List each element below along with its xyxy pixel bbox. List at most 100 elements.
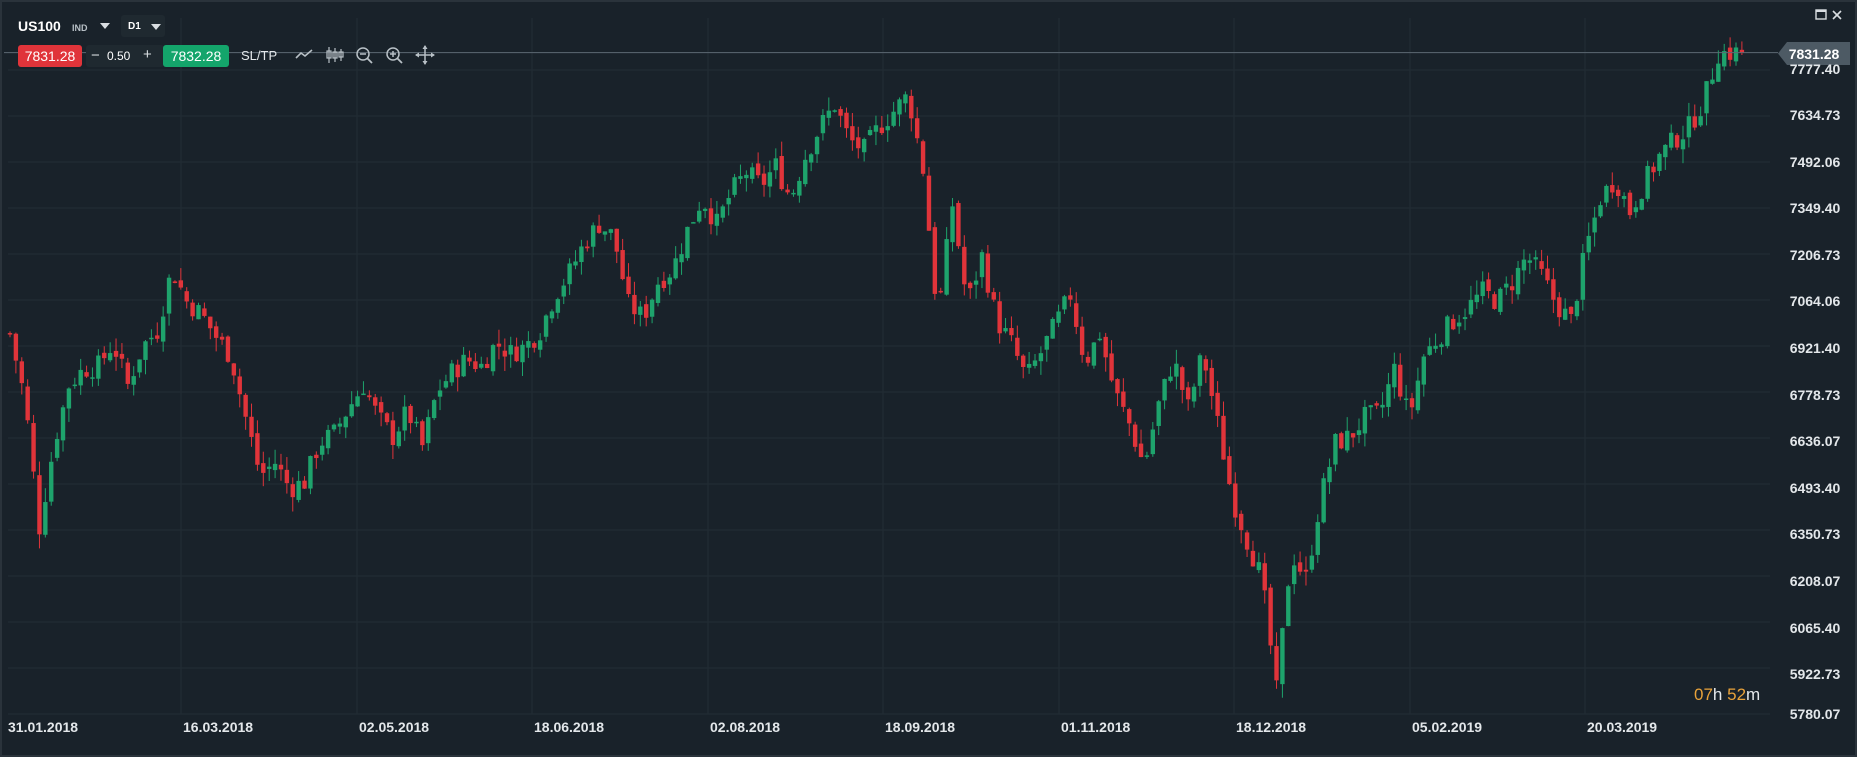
candle-down — [920, 141, 926, 174]
candle-up — [1604, 185, 1609, 203]
candle-up — [1704, 81, 1709, 114]
candle-up — [1433, 345, 1438, 349]
candle-up — [1286, 586, 1291, 627]
x-tick-label: 16.03.2018 — [183, 719, 254, 735]
candle-up — [1474, 294, 1480, 303]
candle-up — [1722, 51, 1727, 67]
candle-down — [119, 353, 125, 359]
candle-down — [1221, 415, 1226, 460]
quantity-decrease-button[interactable]: − — [91, 47, 100, 64]
y-tick-label: 5922.73 — [1789, 666, 1841, 682]
candle-up — [590, 225, 596, 247]
candle-down — [585, 246, 590, 249]
y-tick-label: 7634.73 — [1789, 107, 1841, 123]
candle-up — [1527, 260, 1533, 263]
candle-up — [1362, 406, 1368, 434]
candle-up — [826, 110, 832, 118]
candle-up — [1733, 47, 1739, 62]
candle-down — [37, 475, 42, 535]
candle-down — [1486, 279, 1491, 292]
candle-down — [909, 95, 914, 119]
candle-up — [526, 341, 531, 348]
last-price-tag — [1778, 42, 1850, 65]
candle-up — [1669, 132, 1674, 148]
candle-up — [732, 177, 737, 195]
candle-down — [1303, 569, 1309, 572]
candle-down — [1238, 513, 1244, 531]
candle-down — [1610, 185, 1615, 193]
candle-up — [349, 404, 354, 417]
quantity-increase-button[interactable]: + — [143, 46, 152, 63]
zoom-in-icon[interactable] — [383, 44, 405, 66]
candle-down — [184, 291, 189, 302]
candle-down — [1651, 166, 1656, 173]
candle-down — [514, 346, 519, 362]
candle-down — [190, 302, 195, 317]
candlestick-icon[interactable] — [324, 44, 346, 66]
candle-down — [84, 372, 89, 377]
symbol-name[interactable]: US100 — [18, 18, 61, 34]
candle-up — [1710, 79, 1715, 84]
candle-down — [1227, 456, 1232, 485]
maximize-icon[interactable] — [1814, 8, 1828, 22]
candle-up — [773, 158, 779, 171]
candle-up — [60, 407, 66, 441]
candle-up — [549, 311, 555, 319]
candle-up — [797, 180, 802, 196]
candle-down — [1068, 295, 1073, 300]
candle-up — [1144, 455, 1150, 457]
sltp-button[interactable]: SL/TP — [241, 48, 278, 63]
candle-up — [1574, 300, 1580, 317]
candle-up — [1380, 404, 1385, 408]
candle-down — [208, 316, 213, 329]
countdown-hours-unit: h — [1712, 685, 1723, 704]
candle-up — [520, 344, 525, 363]
x-tick-label: 20.03.2019 — [1587, 719, 1658, 735]
candle-down — [991, 292, 996, 300]
candle-down — [1509, 286, 1515, 291]
candle-up — [891, 111, 896, 126]
candle-down — [219, 336, 225, 340]
candle-up — [1333, 434, 1338, 465]
candle-up — [537, 340, 543, 350]
candle-down — [172, 281, 178, 283]
candle-down — [1085, 356, 1091, 363]
candle-up — [1639, 198, 1644, 210]
candle-down — [1250, 550, 1256, 567]
candle-down — [1627, 192, 1633, 216]
candle-down — [914, 118, 920, 139]
candle-up — [1044, 336, 1049, 350]
y-tick-label: 6493.40 — [1789, 480, 1841, 496]
candle-up — [1309, 555, 1315, 570]
timeframe-dropdown[interactable] — [121, 15, 165, 37]
buy-button[interactable]: 7832.28 — [163, 45, 229, 67]
timeframe-dropdown-icon[interactable] — [151, 24, 161, 30]
candle-down — [879, 127, 885, 134]
candle-up — [638, 306, 643, 315]
candle-up — [414, 421, 419, 424]
close-icon[interactable] — [1830, 8, 1844, 22]
symbol-dropdown-icon[interactable] — [100, 23, 110, 29]
y-tick-label: 6208.07 — [1789, 573, 1841, 589]
candle-up — [1462, 317, 1468, 320]
candle-up — [803, 159, 808, 185]
candle-down — [1103, 336, 1108, 358]
candle-up — [1468, 299, 1474, 315]
sell-button[interactable]: 7831.28 — [18, 45, 82, 67]
candle-down — [502, 350, 508, 357]
zoom-out-icon[interactable] — [353, 44, 375, 66]
candle-down — [1180, 367, 1185, 390]
candle-up — [1415, 380, 1421, 411]
candle-up — [685, 226, 690, 259]
candle-down — [31, 423, 36, 472]
candle-up — [1427, 346, 1432, 355]
candle-up — [1003, 328, 1008, 332]
crosshair-move-icon[interactable] — [414, 44, 436, 66]
candle-up — [1368, 405, 1373, 408]
candle-up — [1356, 430, 1362, 436]
candle-up — [1521, 259, 1527, 271]
line-chart-icon[interactable] — [293, 44, 315, 66]
quantity-value[interactable]: 0.50 — [107, 49, 131, 63]
candle-down — [1132, 424, 1138, 447]
